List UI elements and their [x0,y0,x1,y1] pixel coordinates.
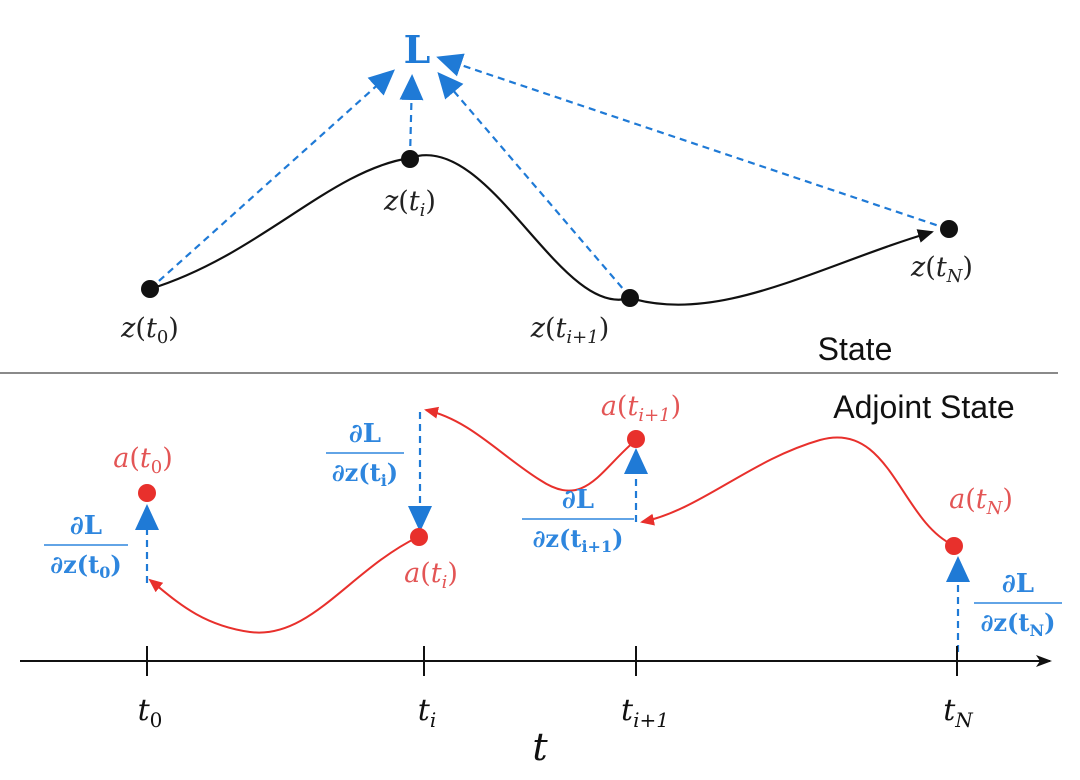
gradient-denominator: ∂z(ti) [332,458,398,490]
adjoint-label-ti: a(ti) [404,558,458,593]
state-point-ti1 [621,289,639,307]
loss-label: L [404,27,431,72]
arrow-zN-to-loss [436,53,949,231]
arrow-z0-to-loss [149,69,395,290]
arrow-zi-to-loss [399,74,424,159]
axis-tick-label-t0: t0 [138,693,163,732]
adjoint-point-t0 [138,484,156,502]
adjoint-point-tN [945,537,963,555]
adjoint-segment-tN-to-ti1 [640,436,954,546]
gradient-numerator: ∂L [1002,569,1034,599]
gradient-label-tN: ∂L ∂z(tN) [974,569,1062,640]
gradient-numerator: ∂L [70,511,102,541]
adjoint-point-ti [410,528,428,546]
loss-arrows [149,53,949,298]
state-label-ti1: z(ti+1) [530,313,609,348]
gradient-label-ti1: ∂L ∂z(ti+1) [522,485,634,556]
gradient-arrows [135,412,970,652]
gradient-numerator: ∂L [349,419,381,449]
state-point-ti [401,150,419,168]
time-axis-label: t [532,725,548,769]
adjoint-segment-ti-to-t0 [148,536,419,634]
axis-tick-label-ti1: ti+1 [621,693,669,732]
axis-ticks [146,646,958,676]
gradient-label-ti: ∂L ∂z(ti) [326,419,404,490]
adjoint-segment-ti1-to-ti [424,406,637,492]
adjoint-point-ti1 [627,430,645,448]
state-trajectory [149,154,934,306]
axis-tick-label-tN: tN [943,693,974,732]
gradient-label-t0: ∂L ∂z(t0) [44,511,128,582]
adjoint-label-tN: a(tN) [949,484,1013,519]
gradient-denominator: ∂z(ti+1) [533,524,624,556]
gradient-denominator: ∂z(tN) [981,608,1056,640]
state-label-ti: z(ti) [383,186,436,221]
state-label-t0: z(t0) [120,313,179,348]
adjoint-section-label: Adjoint State [833,389,1014,425]
adjoint-label-t0: a(t0) [113,443,173,478]
state-section-label: State [818,331,893,367]
state-point-t0 [141,280,159,298]
adjoint-label-ti1: a(ti+1) [601,391,681,426]
state-label-tN: z(tN) [910,252,973,287]
state-point-tN [940,220,958,238]
arrow-zi1-to-loss [437,71,631,298]
axis-tick-label-ti: ti [418,693,436,732]
gradient-numerator: ∂L [562,485,594,515]
gradient-denominator: ∂z(t0) [50,550,121,582]
